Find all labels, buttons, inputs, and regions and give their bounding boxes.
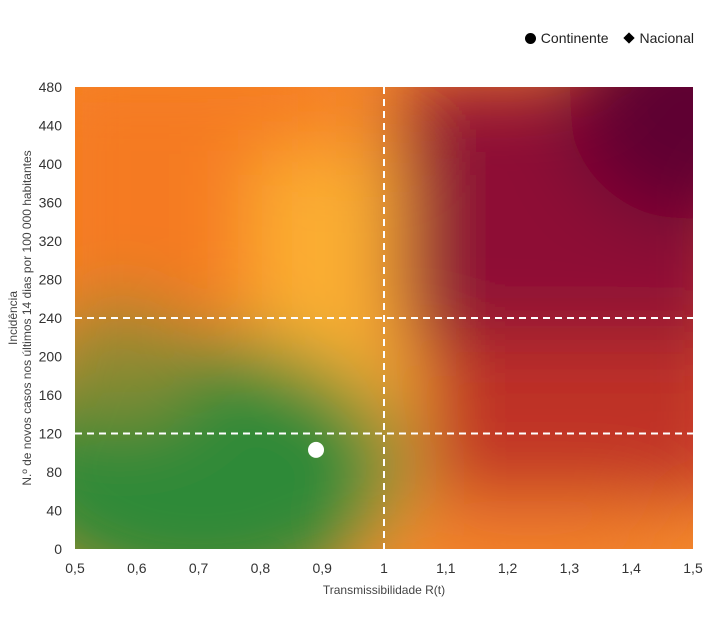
heat-olive-left — [75, 300, 200, 420]
legend-item-continente: Continente — [524, 30, 609, 46]
heatmap-blobs — [75, 87, 693, 549]
y-axis-title: Incidência N.º de novos casos nos último… — [6, 150, 34, 485]
x-tick-label: 1,1 — [436, 560, 456, 576]
y-tick-label: 360 — [39, 195, 63, 211]
y-tick-label: 120 — [39, 426, 63, 442]
y-tick-label: 40 — [46, 503, 62, 519]
x-axis-title: Transmissibilidade R(t) — [323, 583, 445, 597]
x-tick-label: 1,2 — [498, 560, 518, 576]
y-tick-label: 400 — [39, 156, 63, 172]
x-tick-label: 1 — [380, 560, 388, 576]
x-tick-label: 0,5 — [65, 560, 85, 576]
heat-darkred-corner — [570, 87, 693, 220]
y-tick-label: 80 — [46, 464, 62, 480]
heat-orange-bottom-right — [380, 485, 680, 549]
x-tick-label: 1,5 — [683, 560, 703, 576]
x-axis-ticks: 0,5 0,6 0,7 0,8 0,9 1 1,1 1,2 1,3 1,4 1,5 — [65, 560, 703, 576]
x-tick-label: 0,9 — [312, 560, 332, 576]
y-axis-ticks: 0 40 80 120 160 200 240 280 320 360 400 440 480 — [39, 79, 63, 557]
x-tick-label: 1,4 — [621, 560, 641, 576]
x-tick-label: 1,3 — [560, 560, 580, 576]
y-tick-label: 280 — [39, 272, 63, 288]
legend-item-nacional: Nacional — [622, 30, 694, 46]
y-tick-label: 480 — [39, 79, 63, 95]
x-tick-label: 0,8 — [251, 560, 271, 576]
circle-marker-icon — [524, 32, 536, 44]
chart-legend: Continente Nacional — [524, 30, 694, 46]
y-tick-label: 320 — [39, 233, 63, 249]
y-tick-label: 0 — [54, 541, 62, 557]
y-tick-label: 440 — [39, 118, 63, 134]
data-point-continente — [308, 441, 325, 458]
x-tick-label: 0,7 — [189, 560, 209, 576]
y-tick-label: 240 — [39, 310, 63, 326]
y-tick-label: 160 — [39, 387, 63, 403]
heatmap-background — [75, 87, 693, 549]
legend-label-nacional: Nacional — [639, 30, 694, 46]
y-tick-label: 200 — [39, 349, 63, 365]
data-points — [308, 441, 325, 458]
reference-lines — [75, 87, 693, 549]
y-axis-title-line2: N.º de novos casos nos últimos 14 dias p… — [20, 150, 34, 485]
legend-label-continente: Continente — [540, 30, 609, 46]
y-axis-title-line1: Incidência — [6, 291, 20, 345]
x-tick-label: 0,6 — [127, 560, 147, 576]
